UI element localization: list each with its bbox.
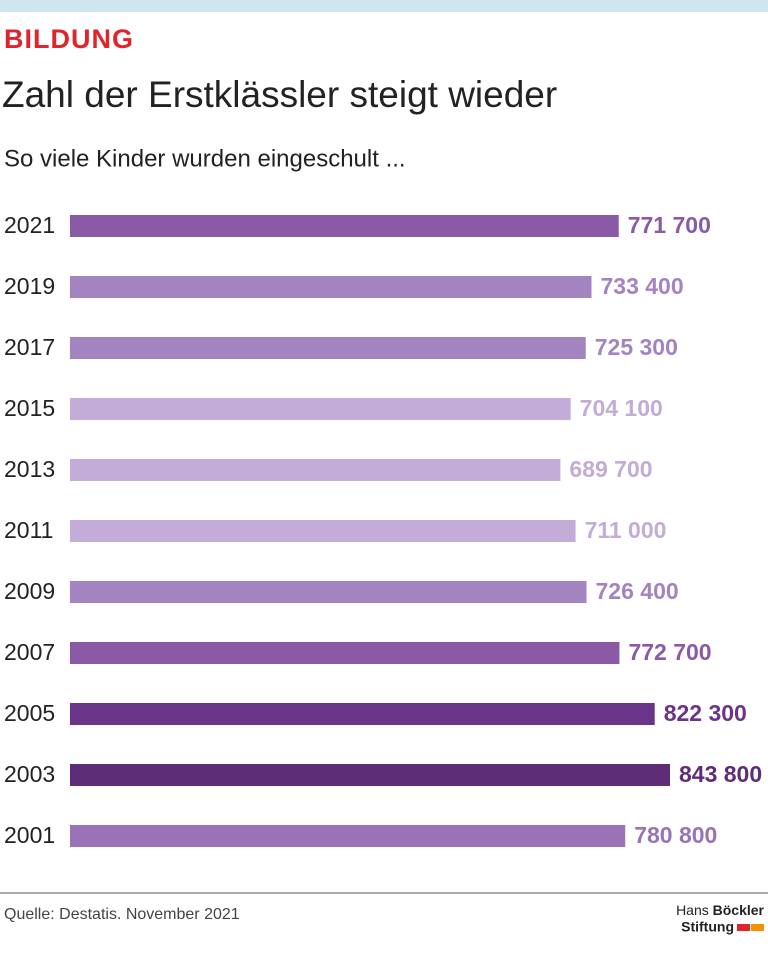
value-label: 689 700 [569, 456, 652, 482]
y-tick-label: 2021 [4, 212, 55, 238]
value-label: 771 700 [628, 212, 711, 238]
value-label: 843 800 [679, 761, 762, 787]
bar [70, 215, 619, 237]
y-tick-label: 2011 [4, 517, 53, 543]
bar [70, 825, 626, 847]
bar [70, 764, 670, 786]
y-tick-label: 2017 [4, 334, 55, 360]
logo-bold: Böckler [713, 902, 765, 918]
value-label: 733 400 [600, 273, 683, 299]
value-label: 725 300 [595, 334, 678, 360]
value-label: 822 300 [664, 700, 747, 726]
top-strip [0, 0, 768, 12]
value-label: 704 100 [580, 395, 663, 421]
logo-square [737, 924, 750, 931]
y-tick-label: 2007 [4, 639, 55, 665]
logo-square [751, 924, 764, 931]
bar [70, 337, 586, 359]
logo-line2: Stiftung [681, 919, 734, 935]
logo-line1: Hans Böckler [676, 902, 764, 918]
y-tick-label: 2003 [4, 761, 55, 787]
value-label: 711 000 [585, 517, 667, 543]
value-label: 726 400 [596, 578, 679, 604]
y-tick-label: 2001 [4, 822, 55, 848]
y-tick-label: 2013 [4, 456, 55, 482]
y-tick-label: 2009 [4, 578, 55, 604]
bar [70, 398, 571, 420]
bar [70, 581, 587, 603]
value-label: 772 700 [628, 639, 711, 665]
y-tick-label: 2005 [4, 700, 55, 726]
y-tick-label: 2015 [4, 395, 55, 421]
source: Quelle: Destatis. November 2021 [4, 906, 240, 923]
bar [70, 520, 576, 542]
bar [70, 276, 592, 298]
bar [70, 703, 655, 725]
y-tick-label: 2019 [4, 273, 55, 299]
chart-subtitle: So viele Kinder wurden eingeschult ... [4, 145, 406, 172]
value-label: 780 800 [634, 822, 717, 848]
bar [70, 459, 561, 481]
bar [70, 642, 620, 664]
logo-first: Hans [676, 902, 709, 918]
kicker: BILDUNG [4, 24, 134, 54]
chart-title: Zahl der Erstklässler steigt wieder [2, 74, 557, 115]
